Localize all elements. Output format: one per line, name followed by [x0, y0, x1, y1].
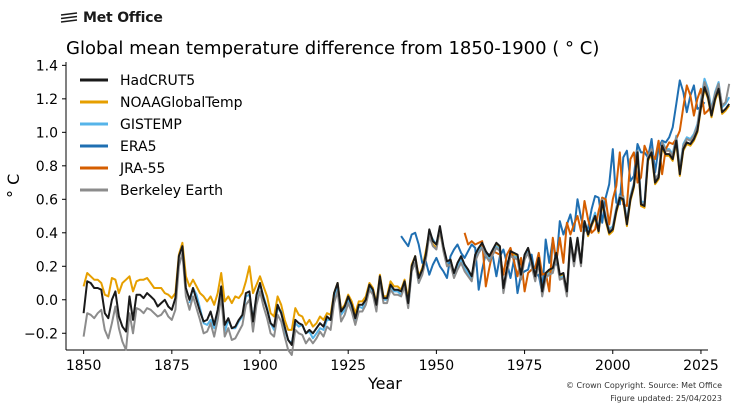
copyright-line: © Crown Copyright. Source: Met Office — [565, 381, 722, 390]
x-tick-label: 1875 — [154, 358, 190, 374]
x-tick-label: 1925 — [330, 358, 366, 374]
x-tick-label: 1950 — [419, 358, 455, 374]
legend-label-berkeley-earth: Berkeley Earth — [120, 183, 223, 199]
x-tick-label: 1850 — [66, 358, 102, 374]
legend-label-noaaglobaltemp: NOAAGlobalTemp — [120, 95, 243, 111]
legend-label-gistemp: GISTEMP — [120, 117, 182, 133]
x-tick-label: 1975 — [507, 358, 543, 374]
legend-label-hadcrut5: HadCRUT5 — [120, 73, 195, 89]
brand-name: Met Office — [83, 10, 163, 26]
x-tick-label: 1900 — [242, 358, 278, 374]
chart-title: Global mean temperature difference from … — [66, 38, 600, 59]
x-tick-label: 2025 — [683, 358, 719, 374]
y-tick-label: 0.0 — [36, 293, 58, 309]
met-office-logo: Met Office — [60, 10, 163, 26]
series-line-gistemp — [188, 77, 731, 345]
legend-label-era5: ERA5 — [120, 139, 157, 155]
legend-label-jra-55: JRA-55 — [119, 161, 165, 177]
y-tick-label: −0.2 — [24, 326, 58, 342]
series-line-jra-55 — [463, 84, 713, 293]
y-tick-label: 1.0 — [36, 125, 58, 141]
y-tick-label: 0.8 — [36, 159, 58, 175]
credit-text: © Crown Copyright. Source: Met Office Fi… — [566, 379, 722, 405]
x-tick-label: 2000 — [595, 358, 631, 374]
y-tick-label: 1.2 — [36, 92, 58, 108]
x-axis-label: Year — [368, 374, 402, 393]
met-office-emblem-icon — [60, 12, 78, 23]
y-tick-label: 1.4 — [36, 58, 58, 74]
figure-updated-line: Figure updated: 25/04/2023 — [610, 394, 722, 403]
y-tick-label: 0.4 — [36, 226, 58, 242]
y-tick-label: 0.6 — [36, 192, 58, 208]
series-line-hadcrut5 — [82, 86, 731, 346]
y-tick-label: 0.2 — [36, 259, 58, 275]
